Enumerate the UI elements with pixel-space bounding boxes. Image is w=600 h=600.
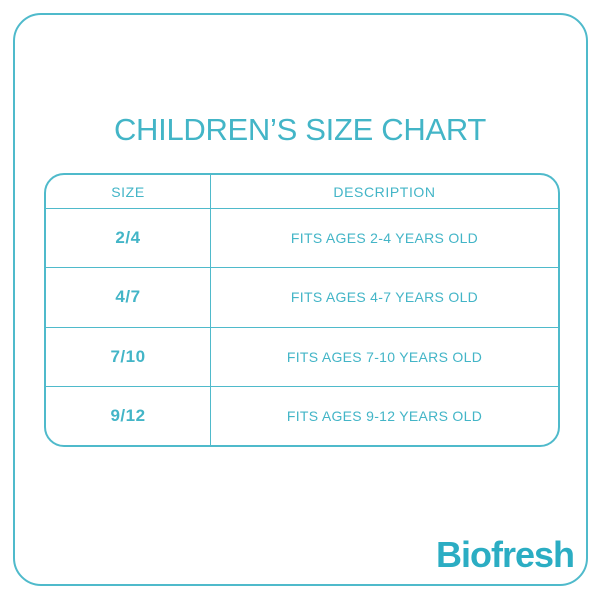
description-cell: FITS AGES 2-4 YEARS OLD: [211, 208, 558, 267]
column-header-description: DESCRIPTION: [333, 183, 436, 200]
page-title: CHILDREN’S SIZE CHART: [113, 112, 487, 147]
description-cell: FITS AGES 7-10 YEARS OLD: [211, 326, 558, 386]
size-cell: 9/12: [46, 385, 211, 445]
size-cell: 4/7: [46, 267, 211, 327]
size-cell: 2/4: [46, 208, 211, 268]
description-cell: FITS AGES 9-12 YEARS OLD: [211, 385, 558, 445]
column-header-size: SIZE: [46, 175, 211, 208]
brand-logo: Biofresh: [435, 534, 575, 575]
description-cell: FITS AGES 4-7 YEARS OLD: [211, 267, 558, 326]
size-cell: 7/10: [46, 326, 211, 386]
size-chart-table: SIZE DESCRIPTION 2/4 FITS AGES 2-4 YEARS…: [44, 173, 560, 447]
